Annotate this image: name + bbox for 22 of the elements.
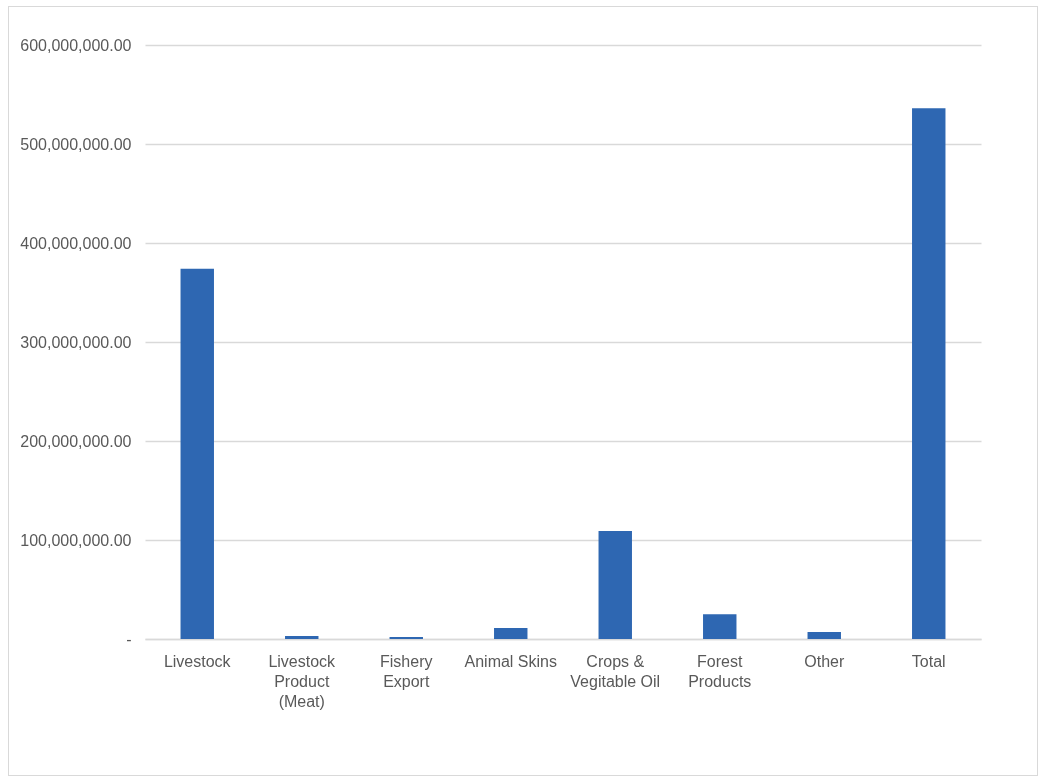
y-tick-label: 300,000,000.00 xyxy=(20,333,132,351)
x-tick-label: Other xyxy=(804,652,845,670)
y-tick-label: 500,000,000.00 xyxy=(20,135,132,153)
x-tick-label: Livestock Product (Meat) xyxy=(268,652,337,710)
y-tick-label: 400,000,000.00 xyxy=(20,234,132,252)
x-tick-label: Fishery Export xyxy=(380,652,433,690)
bar xyxy=(912,108,946,639)
x-tick-label: Total xyxy=(911,652,946,670)
bar xyxy=(494,628,528,639)
bar xyxy=(180,268,214,639)
x-tick-label: Animal Skins xyxy=(464,652,557,670)
y-tick-label: 200,000,000.00 xyxy=(20,432,132,450)
bar xyxy=(285,636,319,639)
bar xyxy=(807,632,841,639)
y-tick-label: 100,000,000.00 xyxy=(20,531,132,549)
y-tick-label: - xyxy=(126,630,132,648)
x-tick-label: Crops & Vegitable Oil xyxy=(570,652,661,690)
bar xyxy=(703,614,737,639)
y-tick-label: 600,000,000.00 xyxy=(20,36,132,54)
x-tick-label: Forest Products xyxy=(688,652,752,690)
x-tick-label: Livestock xyxy=(163,652,232,670)
bar xyxy=(598,531,632,639)
